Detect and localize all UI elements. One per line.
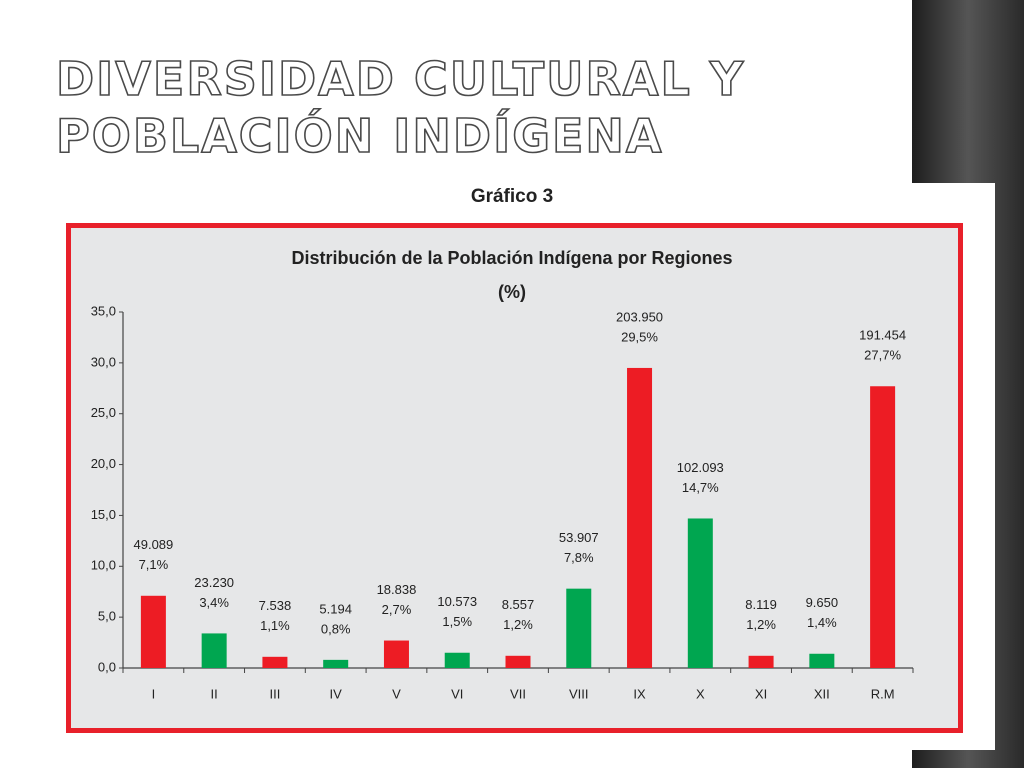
value-label: 1,2% bbox=[503, 617, 533, 632]
x-tick-label: X bbox=[696, 686, 705, 701]
population-label: 203.950 bbox=[616, 309, 663, 324]
value-label: 0,8% bbox=[321, 621, 351, 636]
bar bbox=[505, 655, 531, 668]
population-label: 5.194 bbox=[319, 601, 352, 616]
x-tick-label: IV bbox=[330, 686, 343, 701]
slide-title: DIVERSIDAD CULTURAL Y bbox=[56, 52, 745, 106]
bar bbox=[444, 652, 470, 668]
bar bbox=[262, 656, 288, 668]
y-tick-label: 35,0 bbox=[91, 303, 116, 318]
x-tick-label: V bbox=[392, 686, 401, 701]
y-tick-label: 30,0 bbox=[91, 354, 116, 369]
bar bbox=[383, 640, 409, 668]
value-label: 14,7% bbox=[682, 480, 719, 495]
y-tick-label: 0,0 bbox=[98, 659, 116, 674]
x-tick-label: I bbox=[152, 686, 156, 701]
bar bbox=[748, 655, 774, 668]
y-tick-label: 20,0 bbox=[91, 456, 116, 471]
y-tick-label: 5,0 bbox=[98, 609, 116, 624]
x-tick-label: VII bbox=[510, 686, 526, 701]
value-label: 7,1% bbox=[139, 557, 169, 572]
bar bbox=[140, 595, 166, 668]
x-tick-label: VIII bbox=[569, 686, 589, 701]
x-tick-label: IX bbox=[633, 686, 646, 701]
chart-title: Distribución de la Población Indígena po… bbox=[291, 248, 732, 268]
bar bbox=[870, 386, 896, 668]
bar bbox=[201, 633, 227, 668]
x-tick-label: XII bbox=[814, 686, 830, 701]
bar bbox=[687, 518, 713, 668]
population-label: 191.454 bbox=[859, 328, 906, 343]
population-label: 53.907 bbox=[559, 530, 599, 545]
slide-title: POBLACIÓN INDÍGENA bbox=[56, 109, 663, 163]
y-tick-label: 10,0 bbox=[91, 558, 116, 573]
population-label: 7.538 bbox=[259, 598, 292, 613]
population-label: 8.557 bbox=[502, 597, 535, 612]
population-label: 10.573 bbox=[437, 594, 477, 609]
population-label: 49.089 bbox=[134, 537, 174, 552]
x-tick-label: II bbox=[211, 686, 218, 701]
value-label: 1,2% bbox=[746, 617, 776, 632]
x-tick-label: R.M bbox=[871, 686, 895, 701]
value-label: 27,7% bbox=[864, 348, 901, 363]
bar bbox=[809, 653, 835, 668]
population-label: 18.838 bbox=[377, 582, 417, 597]
x-tick-label: VI bbox=[451, 686, 463, 701]
value-label: 3,4% bbox=[199, 595, 229, 610]
value-label: 1,5% bbox=[442, 614, 472, 629]
population-label: 8.119 bbox=[745, 597, 777, 612]
x-tick-label: III bbox=[270, 686, 281, 701]
population-label: 23.230 bbox=[194, 575, 234, 590]
caption: Gráfico 3 bbox=[471, 186, 553, 207]
bar bbox=[323, 659, 349, 668]
bar bbox=[566, 588, 592, 668]
y-tick-label: 15,0 bbox=[91, 507, 116, 522]
value-label: 1,1% bbox=[260, 618, 290, 633]
value-label: 1,4% bbox=[807, 615, 837, 630]
y-tick-label: 25,0 bbox=[91, 405, 116, 420]
population-label: 9.650 bbox=[806, 595, 839, 610]
value-label: 29,5% bbox=[621, 329, 658, 344]
chart-subtitle: (%) bbox=[498, 282, 526, 302]
value-label: 7,8% bbox=[564, 550, 594, 565]
value-label: 2,7% bbox=[382, 602, 412, 617]
population-label: 102.093 bbox=[677, 460, 724, 475]
x-tick-label: XI bbox=[755, 686, 767, 701]
bar bbox=[627, 367, 653, 668]
